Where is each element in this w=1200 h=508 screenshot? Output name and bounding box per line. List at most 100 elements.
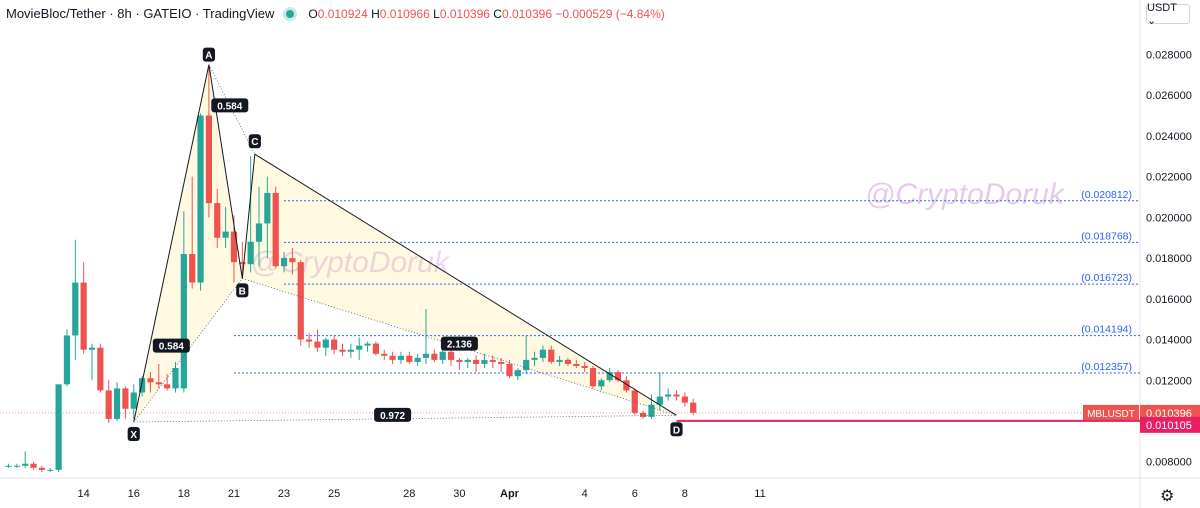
y-tick-label: 0.012000 [1146, 375, 1192, 387]
x-tick-label: 18 [178, 488, 190, 500]
fib-level-label: (0.020812) [1081, 189, 1132, 201]
close-value: 0.010396 [501, 6, 552, 21]
open-label: O [308, 6, 318, 21]
candle-body [548, 349, 555, 362]
candle-body [122, 388, 129, 409]
candle-body [247, 241, 254, 265]
candle-body [381, 353, 388, 356]
pivot-label-c-bg [248, 134, 261, 149]
candle-body [372, 343, 379, 354]
y-tick-label: 0.018000 [1146, 253, 1192, 265]
currency-button[interactable]: USDT ⌄ [1146, 2, 1190, 27]
candle-body [498, 361, 505, 364]
pattern-bcd-fill [242, 154, 677, 416]
pattern-ratio-bd [242, 278, 677, 416]
candle-body [38, 467, 45, 470]
candle-body [581, 366, 588, 369]
market-status-icon [286, 9, 295, 18]
candle-body [665, 394, 672, 397]
candle-body [264, 192, 271, 224]
pivot-label-c: C [251, 137, 258, 148]
ohlc-values: O0.010924 H0.010966 L0.010396 C0.010396 … [308, 7, 664, 21]
ratio-label-bg [152, 338, 190, 353]
candle-body [539, 349, 546, 358]
candle-body [55, 384, 62, 470]
candle-body [473, 359, 480, 364]
candle-body [97, 347, 104, 391]
candle-body [230, 231, 238, 263]
candle-body [205, 115, 212, 204]
pattern-leg-cd [254, 153, 677, 416]
candle-body [331, 339, 338, 350]
pivot-label-x: X [130, 430, 137, 441]
candle-body [656, 396, 663, 405]
candle-body [456, 359, 463, 362]
candle-body [431, 353, 438, 360]
candle-body [88, 347, 96, 350]
candle-body [113, 388, 121, 419]
ratio-label: 0.584 [159, 342, 184, 353]
y-tick-label: 0.028000 [1146, 49, 1192, 61]
candle-body [147, 378, 154, 383]
symbol-title[interactable]: MovieBloc/Tether · 8h · GATEIO · Trading… [6, 6, 275, 21]
candle-body [222, 231, 229, 238]
exchange-label: GATEIO [143, 6, 192, 21]
candle-body [614, 372, 622, 381]
change-value: −0.000529 (−4.84%) [555, 6, 665, 21]
y-tick-label: 0.022000 [1146, 172, 1192, 184]
candle-body [30, 463, 37, 468]
pivot-label-d-bg [670, 422, 683, 437]
pattern-ratio-xd [133, 414, 677, 423]
pivot-label-a: A [205, 51, 212, 62]
target-price-tag: 0.010105 [1146, 420, 1192, 432]
chart-header: MovieBloc/Tether · 8h · GATEIO · Trading… [6, 6, 665, 21]
candle-body [164, 384, 171, 389]
candle-body [22, 463, 29, 466]
candle-body [63, 335, 71, 385]
candle-body [397, 355, 405, 360]
candle-body [631, 390, 638, 413]
candle-body [606, 372, 613, 381]
candle-body [272, 192, 279, 267]
pivot-label-a-bg [202, 47, 215, 62]
pattern-leg-bc [241, 154, 256, 279]
candle-body [514, 370, 521, 377]
open-value: 0.010924 [317, 6, 368, 21]
candle-body [439, 351, 446, 360]
fib-level-label: (0.014194) [1081, 324, 1132, 336]
watermark-text: @CryptoDoruk [865, 178, 1066, 211]
candle-body [347, 349, 354, 352]
candle-body [523, 359, 530, 371]
candle-body [573, 363, 580, 366]
ratio-label-bg [440, 336, 478, 351]
x-tick-label: 30 [453, 488, 465, 500]
candle-body [105, 390, 112, 419]
x-tick-label: 28 [403, 488, 415, 500]
x-tick-label: 14 [78, 488, 90, 500]
candle-body [172, 368, 179, 389]
x-tick-label: Apr [500, 488, 520, 500]
candle-body [5, 465, 12, 467]
gear-icon[interactable]: ⚙ [1160, 488, 1175, 505]
fib-level-label: (0.012357) [1081, 361, 1132, 373]
candle-body [422, 353, 430, 358]
candle-body [47, 469, 54, 471]
candle-body [414, 357, 421, 362]
source-label: TradingView [202, 6, 275, 21]
x-tick-label: 6 [632, 488, 638, 500]
candle-body [406, 355, 413, 362]
candle-body [556, 359, 563, 362]
x-tick-label: 21 [228, 488, 240, 500]
y-tick-label: 0.014000 [1146, 335, 1192, 347]
symbol-tag-bg [1083, 404, 1139, 421]
candle-body [673, 394, 680, 397]
ratio-label-bg [211, 98, 249, 113]
low-value: 0.010396 [439, 6, 490, 21]
x-tick-label: 25 [328, 488, 340, 500]
pivot-label-d: D [673, 425, 680, 436]
fib-level-label: (0.016723) [1081, 272, 1132, 284]
candle-body [690, 402, 697, 413]
high-label: H [371, 6, 380, 21]
candle-body [197, 115, 204, 283]
